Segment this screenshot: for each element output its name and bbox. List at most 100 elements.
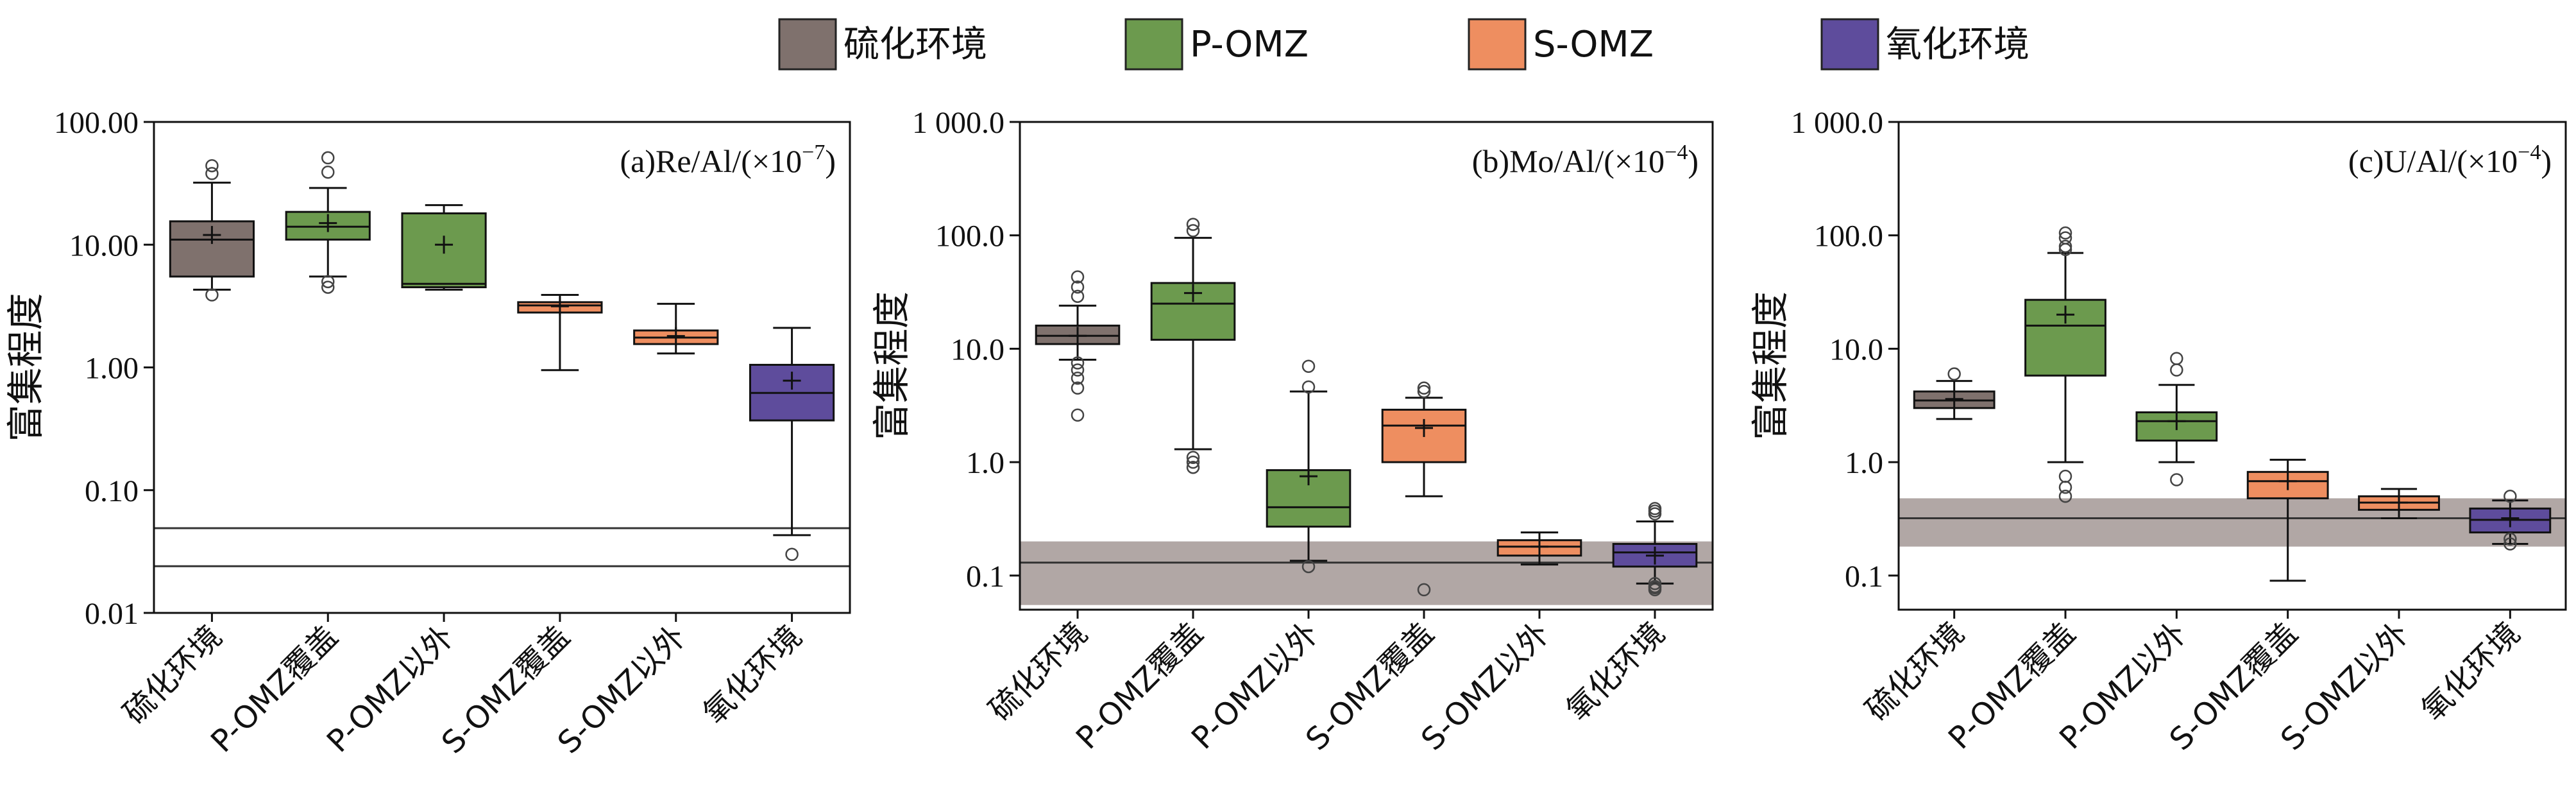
box-plot: [2469, 490, 2552, 551]
x-tick-label: 氧化环境: [1559, 615, 1672, 728]
panel-title-close: ): [2541, 143, 2552, 179]
panel-title-main: (b)Mo/Al/(×10: [1472, 143, 1665, 179]
outlier-point: [1071, 280, 1085, 294]
panel-title: (a)Re/Al/(×10−7): [620, 141, 836, 179]
legend-swatch: [1124, 18, 1183, 71]
box-plot: [1612, 502, 1698, 597]
panel-title-close: ): [825, 143, 836, 179]
outlier-point: [321, 165, 335, 179]
outlier-point: [1947, 367, 1961, 381]
outlier-point: [1301, 380, 1316, 394]
outlier-point: [1071, 408, 1085, 422]
outlier-point: [2058, 226, 2072, 240]
legend: 硫化环境 P-OMZ S-OMZ 氧化环境: [778, 18, 2029, 71]
panel-title-exponent: −4: [1665, 141, 1688, 164]
y-tick-label: 100.0: [935, 219, 1004, 254]
outlier-point: [1186, 451, 1200, 465]
box-plot: [1150, 218, 1236, 474]
y-tick-label: 10.00: [69, 228, 139, 262]
box-plot: [2246, 458, 2329, 582]
legend-label: 氧化环境: [1886, 24, 2029, 65]
panels: 100.0010.001.000.100.01硫化环境P-OMZ覆盖P-OMZ以…: [4, 106, 2567, 761]
outlier-point: [1071, 372, 1085, 385]
outlier-point: [1071, 381, 1085, 395]
y-axis-label: 富集程度: [4, 293, 47, 442]
outlier-point: [1071, 363, 1085, 377]
legend-label: S-OMZ: [1533, 24, 1654, 65]
panel-title: (b)Mo/Al/(×10−4): [1472, 141, 1699, 179]
outlier-point: [1301, 560, 1316, 574]
x-tick-label: 硫化环境: [982, 615, 1094, 728]
panel-title-main: (a)Re/Al/(×10: [620, 143, 802, 179]
outlier-point: [321, 275, 335, 289]
y-tick-label: 100.0: [1814, 219, 1883, 254]
outlier-point: [1417, 583, 1431, 597]
y-tick-label: 0.1: [1845, 560, 1883, 594]
panel-title-exponent: −4: [2518, 141, 2541, 164]
chart-panel: 100.0010.001.000.100.01硫化环境P-OMZ覆盖P-OMZ以…: [4, 106, 851, 761]
panel-title-main: (c)U/Al/(×10: [2348, 143, 2518, 179]
panel-title: (c)U/Al/(×10−4): [2348, 141, 2552, 179]
legend-label: P-OMZ: [1190, 24, 1309, 65]
outlier-point: [2058, 481, 2072, 494]
box-plot: [2135, 352, 2218, 486]
outlier-point: [2504, 537, 2517, 551]
plot-frame: [153, 121, 851, 614]
outlier-point: [205, 159, 219, 173]
x-tick-label: 氧化环境: [697, 619, 809, 731]
y-tick-label: 0.1: [966, 560, 1004, 594]
box-plot: [169, 159, 255, 302]
box-plot: [1496, 531, 1582, 566]
outlier-point: [1417, 384, 1431, 399]
outlier-point: [1301, 359, 1316, 374]
outlier-point: [321, 151, 335, 165]
legend-swatch: [778, 18, 837, 71]
legend-swatch: [1820, 18, 1879, 71]
y-tick-label: 0.10: [85, 474, 139, 508]
y-tick-label: 100.00: [54, 106, 139, 140]
outlier-point: [2058, 490, 2072, 503]
y-tick-label: 1 000.0: [912, 106, 1004, 140]
y-tick-label: 10.0: [1829, 332, 1883, 366]
x-tick-label: 硫化环境: [117, 619, 229, 731]
outlier-point: [321, 280, 335, 294]
box-plot: [2358, 488, 2440, 520]
box-plot: [633, 302, 719, 355]
outlier-point: [2058, 469, 2072, 483]
outlier-point: [1071, 356, 1085, 370]
chart-panel: 1 000.0100.010.01.00.1硫化环境P-OMZ覆盖P-OMZ以外…: [870, 106, 1714, 757]
box-plot: [1266, 359, 1352, 574]
panel-title-exponent: −7: [802, 141, 825, 164]
x-tick-label: 氧化环境: [2414, 615, 2527, 728]
outlier-point: [1648, 502, 1662, 515]
outlier-point: [1186, 218, 1200, 231]
outlier-point: [1071, 289, 1085, 303]
box-plot: [1035, 270, 1121, 422]
box-plot: [749, 327, 835, 562]
legend-label: 硫化环境: [843, 24, 987, 65]
plot-frame: [1019, 121, 1714, 611]
box-plot: [517, 293, 603, 372]
plot-frame: [1897, 121, 2567, 611]
outlier-point: [2170, 352, 2183, 365]
y-axis-label: 富集程度: [1749, 291, 1792, 440]
box-plot: [285, 151, 371, 294]
box-plot: [2024, 226, 2106, 503]
reference-band: [1899, 498, 2566, 547]
outlier-point: [2058, 231, 2072, 245]
outlier-point: [1648, 504, 1662, 518]
outlier-point: [785, 547, 799, 562]
outlier-point: [1186, 455, 1200, 469]
panel-title-close: ): [1688, 143, 1699, 179]
outlier-point: [205, 167, 219, 180]
y-axis-label: 富集程度: [870, 291, 913, 440]
outlier-point: [1186, 460, 1200, 474]
outlier-point: [2170, 473, 2183, 486]
outlier-point: [2504, 490, 2517, 503]
y-tick-label: 1.0: [1845, 446, 1883, 480]
legend-swatch: [1468, 18, 1527, 71]
outlier-point: [2170, 363, 2183, 377]
chart-panel: 1 000.0100.010.01.00.1硫化环境P-OMZ覆盖P-OMZ以外…: [1749, 106, 2567, 757]
y-tick-label: 1.0: [966, 446, 1004, 480]
